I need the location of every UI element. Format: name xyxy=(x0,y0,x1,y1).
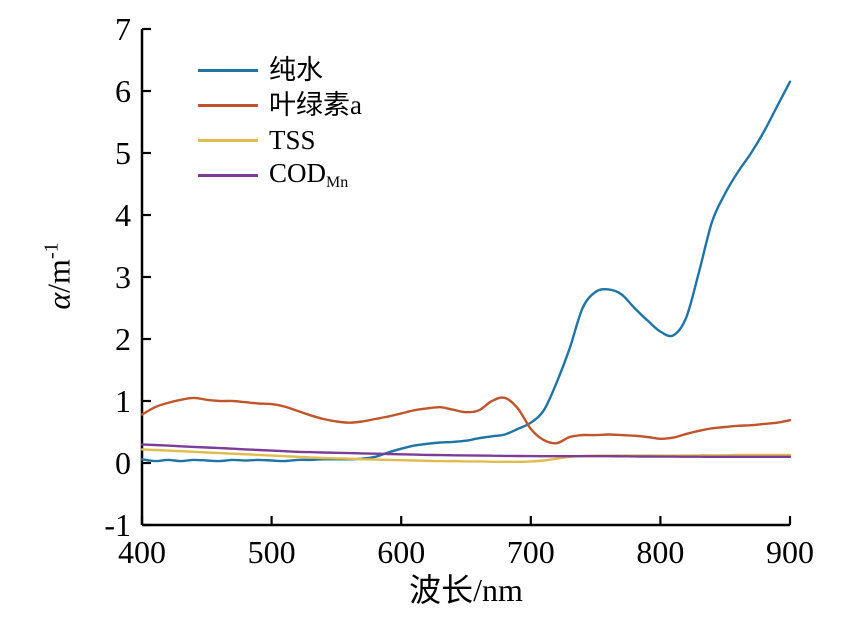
y-axis-unit: /m xyxy=(40,259,77,293)
y-tick-label: 4 xyxy=(115,197,131,233)
legend-label-pure-water: 纯水 xyxy=(269,55,323,85)
y-axis-exponent: -1 xyxy=(40,242,63,260)
legend-label-chlorophyll-a: 叶绿素a xyxy=(269,90,362,120)
series-line-chlorophyll-a xyxy=(140,396,792,445)
legend-line-chlorophyll-a xyxy=(198,103,258,108)
y-tick-label: 0 xyxy=(115,445,131,481)
x-tick-label: 500 xyxy=(248,534,296,570)
legend-item-tss: TSS xyxy=(198,123,362,158)
y-tick-label: 7 xyxy=(115,11,131,47)
y-tick-label: 2 xyxy=(115,321,131,357)
y-axis-symbol: α xyxy=(40,292,77,310)
legend-line-pure-water xyxy=(198,68,258,73)
legend: 纯水 叶绿素a TSS CODMn xyxy=(198,53,362,193)
y-tick-label: 6 xyxy=(115,73,131,109)
y-tick-label: 5 xyxy=(115,135,131,171)
x-tick-label: 900 xyxy=(766,534,814,570)
x-tick-label: 800 xyxy=(636,534,684,570)
y-tick-label: 3 xyxy=(115,259,131,295)
series-line-pure-water xyxy=(140,80,792,463)
legend-item-cod-mn: CODMn xyxy=(198,158,362,193)
x-axis-title: 波长/nm xyxy=(409,572,523,608)
x-tick-label: 600 xyxy=(377,534,425,570)
series-line-cod-mn xyxy=(140,443,792,459)
legend-item-chlorophyll-a: 叶绿素a xyxy=(198,88,362,123)
x-tick-label: 700 xyxy=(507,534,555,570)
legend-line-tss xyxy=(198,138,258,143)
legend-label-tss: TSS xyxy=(269,125,316,155)
y-tick-label: 1 xyxy=(115,383,131,419)
legend-label-cod-mn: CODMn xyxy=(269,158,349,191)
y-tick-label: -1 xyxy=(104,507,131,543)
x-tick-label: 400 xyxy=(118,534,166,570)
legend-item-pure-water: 纯水 xyxy=(198,53,362,88)
legend-line-cod-mn xyxy=(198,173,258,178)
y-axis-title: α/m-1 xyxy=(40,242,77,310)
